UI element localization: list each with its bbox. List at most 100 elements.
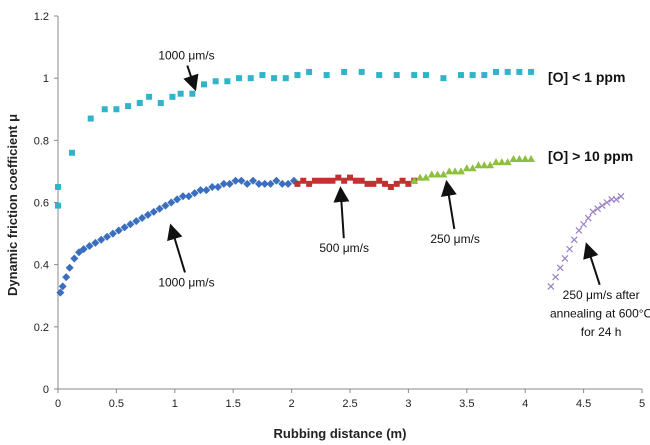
data-point <box>552 273 559 281</box>
data-point <box>157 100 164 107</box>
data-point <box>278 179 287 188</box>
data-point <box>120 223 129 232</box>
data-point <box>329 177 336 184</box>
data-point <box>184 192 193 201</box>
annotation-arrow <box>183 65 199 92</box>
data-point <box>589 208 597 216</box>
data-point <box>284 179 293 188</box>
data-point <box>603 199 611 206</box>
data-point <box>237 176 246 185</box>
data-point <box>341 177 348 184</box>
data-point <box>306 68 313 75</box>
label-high-oxygen: [O] > 10 ppm <box>548 148 633 164</box>
data-point <box>358 177 365 184</box>
data-point <box>416 173 425 181</box>
data-point <box>143 210 152 219</box>
x-tick-label: 0.5 <box>109 398 124 410</box>
data-point <box>580 220 588 228</box>
data-point <box>266 179 275 188</box>
x-tick-label: 0 <box>55 398 61 410</box>
series-1 <box>56 176 298 297</box>
data-point <box>224 78 231 85</box>
data-point <box>225 179 234 188</box>
data-point <box>236 75 243 82</box>
y-tick-label: 1.2 <box>34 11 49 23</box>
data-point <box>445 167 454 175</box>
annotation-arrow <box>167 223 186 273</box>
data-point <box>97 235 106 244</box>
data-point <box>103 232 112 241</box>
data-point <box>370 180 377 187</box>
data-point <box>561 255 569 262</box>
x-tick-label: 1 <box>172 398 178 410</box>
data-point <box>113 106 120 113</box>
data-point <box>214 182 223 191</box>
data-point <box>497 158 506 166</box>
data-point <box>433 170 442 178</box>
data-point <box>247 75 254 82</box>
data-point <box>617 192 625 200</box>
x-tick-label: 3.5 <box>459 398 474 410</box>
data-point <box>584 214 592 222</box>
data-point <box>598 202 606 210</box>
data-point <box>509 154 518 162</box>
data-point <box>469 72 476 79</box>
data-point <box>55 183 61 190</box>
data-point <box>208 182 217 191</box>
data-point <box>243 179 252 188</box>
data-point <box>294 72 301 79</box>
annotations: 1000 μm/s 1000 μm/s 500 μm/s 250 μm/s 250 μm… <box>158 49 650 340</box>
data-point <box>516 68 523 75</box>
data-point <box>399 177 406 184</box>
data-point <box>481 72 488 79</box>
data-point <box>462 164 471 172</box>
data-point <box>347 174 353 181</box>
y-tick-label: 0 <box>43 384 49 396</box>
data-point <box>169 93 176 100</box>
annotation-label: for 24 h <box>581 325 622 339</box>
data-point <box>114 226 123 235</box>
data-point <box>570 236 578 244</box>
series-3 <box>410 154 536 184</box>
y-axis-title: Dynamic friction coefficient μ <box>5 114 20 296</box>
data-point <box>521 154 530 162</box>
annotation-arrow <box>583 242 601 286</box>
data-point <box>376 177 383 184</box>
data-point <box>306 180 313 187</box>
data-point <box>341 68 348 75</box>
series-2 <box>294 174 418 190</box>
data-point <box>85 242 94 251</box>
data-point <box>260 179 269 188</box>
data-point <box>294 180 301 187</box>
x-tick-label: 4 <box>522 398 528 410</box>
data-point <box>422 72 429 79</box>
data-point <box>503 158 512 166</box>
data-point <box>323 177 330 184</box>
data-point <box>387 183 394 190</box>
data-point <box>271 75 278 82</box>
data-point <box>58 282 67 291</box>
data-point <box>504 68 511 75</box>
data-point <box>231 176 240 185</box>
annotation-label: 500 μm/s <box>319 241 369 255</box>
data-point <box>178 192 187 201</box>
data-point <box>456 167 465 175</box>
data-point <box>79 245 88 254</box>
data-points <box>55 68 625 297</box>
data-point <box>65 263 74 272</box>
x-tick-label: 2.5 <box>342 398 357 410</box>
data-point <box>515 154 524 162</box>
data-point <box>62 273 71 282</box>
data-point <box>189 90 196 97</box>
annotation-label: 1000 μm/s <box>158 275 214 289</box>
data-point <box>202 186 211 195</box>
data-point <box>547 283 555 290</box>
data-point <box>393 72 400 79</box>
data-point <box>87 115 94 122</box>
annotation-arrow <box>440 179 457 230</box>
data-point <box>493 68 499 75</box>
data-point <box>101 106 108 113</box>
data-point <box>125 103 132 110</box>
data-point <box>259 72 266 79</box>
data-point <box>149 207 158 216</box>
